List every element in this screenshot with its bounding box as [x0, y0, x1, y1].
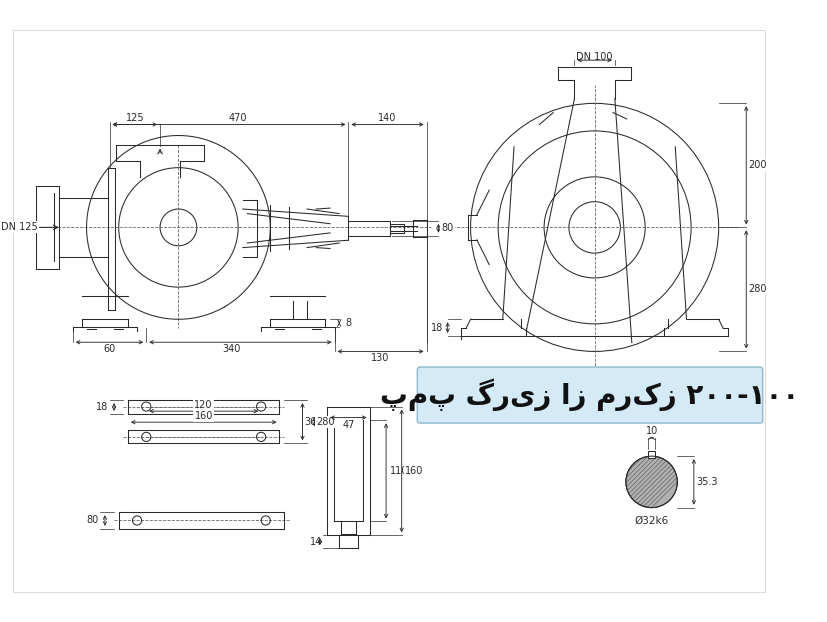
Text: 125: 125 — [126, 113, 144, 123]
Text: DN 125: DN 125 — [1, 223, 38, 233]
Text: DN 100: DN 100 — [576, 52, 612, 62]
Text: 340: 340 — [222, 344, 240, 354]
Text: پمپ گریز از مرکز ۲۰۰-۱۰۰: پمپ گریز از مرکز ۲۰۰-۱۰۰ — [380, 379, 799, 411]
Text: 130: 130 — [371, 353, 390, 363]
Text: 160: 160 — [194, 411, 213, 420]
Text: Ø32k6: Ø32k6 — [633, 516, 668, 526]
Text: 80: 80 — [87, 516, 99, 526]
Text: 110: 110 — [390, 466, 408, 476]
Text: 60: 60 — [103, 344, 116, 354]
Text: 80: 80 — [441, 223, 453, 233]
Text: 18: 18 — [430, 323, 442, 333]
Text: 47: 47 — [342, 420, 354, 430]
Text: 140: 140 — [378, 113, 396, 123]
Text: 280: 280 — [747, 284, 766, 294]
Text: 10: 10 — [645, 426, 657, 437]
FancyBboxPatch shape — [417, 367, 762, 423]
Text: 14: 14 — [310, 537, 322, 547]
Circle shape — [625, 456, 676, 508]
Text: 35.3: 35.3 — [696, 477, 717, 487]
Text: 200: 200 — [747, 160, 766, 170]
Text: 280: 280 — [316, 417, 334, 427]
Text: 18: 18 — [96, 402, 108, 412]
Text: 470: 470 — [228, 113, 247, 123]
Text: 160: 160 — [405, 466, 423, 476]
Text: 120: 120 — [194, 400, 213, 410]
Bar — [648, 451, 654, 458]
Text: 8: 8 — [345, 318, 351, 328]
Text: 360: 360 — [304, 417, 323, 427]
